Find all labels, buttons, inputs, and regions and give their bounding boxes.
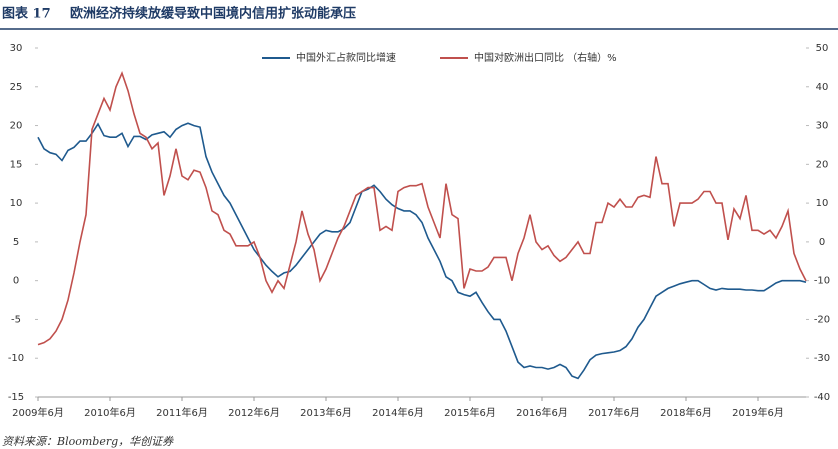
series-line (37, 71, 807, 346)
y-tick-label: 10 (10, 198, 23, 209)
y-tick-label: 25 (10, 82, 23, 93)
chart-title: 欧洲经济持续放缓导致中国境内信用扩张动能承压 (70, 6, 356, 22)
x-tick-label: 2018年6月 (660, 406, 712, 419)
x-tick-label: 2016年6月 (516, 406, 568, 419)
y2-tick-label: -20 (814, 314, 830, 325)
y2-tick-label: -30 (814, 353, 830, 364)
x-tick-label: 2011年6月 (156, 406, 208, 419)
y-tick-label: 30 (10, 43, 23, 54)
x-tick-label: 2017年6月 (588, 406, 640, 419)
y2-tick-label: 10 (816, 198, 829, 209)
y-tick-label: 5 (13, 237, 19, 248)
y2-tick-label: 50 (816, 43, 829, 54)
x-tick-label: 2009年6月 (12, 406, 64, 419)
y-tick-label: 20 (10, 121, 23, 132)
y-tick-label: 0 (13, 276, 19, 287)
y2-tick-label: -10 (814, 276, 830, 287)
x-tick-label: 2014年6月 (372, 406, 424, 419)
legend-label: 中国对欧洲出口同比 （右轴）% (474, 51, 617, 64)
x-tick-label: 2010年6月 (84, 406, 136, 419)
x-tick-label: 2015年6月 (444, 406, 496, 419)
source: 资料来源：Bloomberg，华创证券 (2, 435, 174, 448)
y2-tick-label: 20 (816, 159, 829, 170)
x-tick-label: 2013年6月 (300, 406, 352, 419)
y-tick-label: -10 (8, 353, 24, 364)
y-tick-label: -5 (11, 314, 21, 325)
y2-tick-label: 0 (819, 237, 825, 248)
figure-label: 图表 17 (2, 6, 51, 22)
series-line (37, 122, 807, 380)
y2-tick-label: 40 (816, 82, 829, 93)
y-tick-label: -15 (8, 392, 24, 403)
y2-tick-label: -40 (814, 392, 830, 403)
x-tick-label: 2012年6月 (228, 406, 280, 419)
y2-tick-label: 30 (816, 121, 829, 132)
x-tick-label: 2019年6月 (732, 406, 784, 419)
y-tick-label: 15 (10, 159, 23, 170)
legend-label: 中国外汇占款同比增速 (296, 51, 396, 64)
